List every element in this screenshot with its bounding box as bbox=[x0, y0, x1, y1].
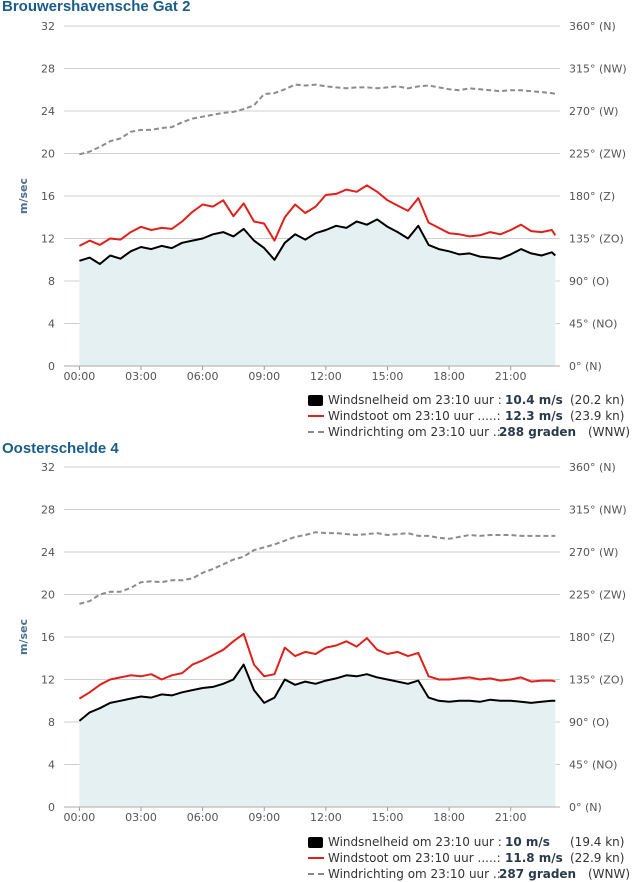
y2-tick-label: 0° (N) bbox=[569, 360, 602, 373]
legend-alt: (19.4 kn) bbox=[570, 835, 625, 849]
speed-line bbox=[78, 663, 556, 722]
y2-tick-label: 315° (NW) bbox=[569, 504, 627, 517]
legend-value: 12.3 m/s bbox=[505, 409, 563, 423]
y2-tick-label: 135° (ZO) bbox=[569, 233, 624, 246]
y-tick-label: 12 bbox=[41, 233, 55, 246]
x-tick-label: 15:00 bbox=[372, 370, 404, 383]
y2-tick-label: 45° (NO) bbox=[569, 759, 617, 772]
x-tick-label: 06:00 bbox=[187, 370, 219, 383]
speed-line bbox=[79, 218, 556, 265]
y2-tick-label: 315° (NW) bbox=[569, 63, 627, 76]
station-panel-2: Oosterschelde 4 0 4 8 12 16 20 24 28 32 0° (N) 45°… bbox=[0, 440, 635, 882]
y-tick-label: 0 bbox=[48, 360, 55, 373]
chart-legend: Windsnelheid om 23:10 uur : 10 m/s (19.4… bbox=[308, 834, 635, 882]
x-tick-label: 15:00 bbox=[372, 811, 404, 824]
y-tick-label: 24 bbox=[41, 546, 55, 559]
legend-label: Windrichting om 23:10 uur .: bbox=[328, 867, 501, 881]
y-tick-label: 20 bbox=[41, 148, 55, 161]
y2-tick-label: 180° (Z) bbox=[569, 190, 615, 203]
y-tick-label: 32 bbox=[41, 461, 55, 474]
y2-tick-label: 90° (O) bbox=[569, 275, 609, 288]
x-tick-label: 09:00 bbox=[248, 811, 280, 824]
chart-legend: Windsnelheid om 23:10 uur : 10.4 m/s (20… bbox=[308, 392, 635, 440]
x-tick-label: 12:00 bbox=[310, 370, 342, 383]
y2-tick-label: 360° (N) bbox=[569, 461, 616, 474]
legend-alt: (WNW) bbox=[588, 425, 631, 439]
speed-area bbox=[79, 219, 556, 366]
speed-swatch-icon bbox=[308, 837, 323, 848]
direction-swatch-icon bbox=[308, 431, 324, 433]
x-tick-label: 03:00 bbox=[125, 370, 157, 383]
direction-line bbox=[79, 83, 556, 156]
x-tick-label: 00:00 bbox=[64, 811, 96, 824]
y2-tick-label: 360° (N) bbox=[569, 20, 616, 33]
legend-value: 10.4 m/s bbox=[505, 393, 563, 407]
y2-tick-label: 270° (W) bbox=[569, 105, 618, 118]
y-axis-title: m/sec bbox=[17, 178, 30, 214]
legend-alt: (23.9 kn) bbox=[570, 409, 625, 423]
x-tick-label: 00:00 bbox=[64, 370, 96, 383]
legend-value: 10 m/s bbox=[505, 835, 550, 849]
y-tick-label: 4 bbox=[48, 759, 55, 772]
y-tick-label: 8 bbox=[48, 716, 55, 729]
y-tick-label: 12 bbox=[41, 674, 55, 687]
legend-label: Windsnelheid om 23:10 uur : bbox=[328, 393, 502, 407]
x-tick-label: 18:00 bbox=[433, 370, 465, 383]
legend-label: Windsnelheid om 23:10 uur : bbox=[328, 835, 502, 849]
x-tick-label: 21:00 bbox=[495, 370, 527, 383]
station-title: Oosterschelde 4 bbox=[2, 440, 119, 457]
y-axis-title: m/sec bbox=[17, 619, 30, 655]
y2-tick-label: 90° (O) bbox=[569, 716, 609, 729]
speed-swatch-icon bbox=[308, 395, 323, 406]
legend-value: 11.8 m/s bbox=[505, 851, 563, 865]
y-tick-label: 28 bbox=[41, 63, 55, 76]
y2-tick-label: 0° (N) bbox=[569, 801, 602, 814]
gust-swatch-icon bbox=[308, 415, 324, 417]
station-title: Brouwershavensche Gat 2 bbox=[2, 0, 191, 15]
x-tick-label: 21:00 bbox=[495, 811, 527, 824]
y-tick-label: 16 bbox=[41, 631, 55, 644]
wind-chart-1: 0 4 8 12 16 20 24 28 32 0° (N) 45° (NO) 90° (O) 135°… bbox=[17, 20, 627, 383]
gust-line bbox=[78, 184, 557, 247]
y-tick-label: 8 bbox=[48, 275, 55, 288]
gust-swatch-icon bbox=[308, 857, 324, 859]
x-tick-label: 09:00 bbox=[248, 370, 280, 383]
x-tick-label: 12:00 bbox=[310, 811, 342, 824]
direction-line bbox=[79, 531, 556, 605]
x-tick-label: 06:00 bbox=[187, 811, 219, 824]
legend-label: Windstoot om 23:10 uur .....: bbox=[328, 851, 501, 865]
station-panel-1: Brouwershavensche Gat 2 0 4 8 12 16 20 24 28 32 0… bbox=[2, 0, 635, 440]
legend-alt: (WNW) bbox=[588, 867, 631, 881]
y2-tick-label: 45° (NO) bbox=[569, 318, 617, 331]
y2-tick-label: 225° (ZW) bbox=[569, 589, 626, 602]
legend-value: 288 graden bbox=[499, 425, 577, 439]
y-tick-label: 24 bbox=[41, 105, 55, 118]
y-tick-label: 20 bbox=[41, 589, 55, 602]
legend-value: 287 graden bbox=[499, 867, 577, 881]
wind-chart-2: 0 4 8 12 16 20 24 28 32 0° (N) 45° (NO) 90° (O) 135°… bbox=[17, 461, 627, 824]
direction-swatch-icon bbox=[308, 873, 324, 875]
y2-tick-label: 135° (ZO) bbox=[569, 674, 624, 687]
y-tick-label: 0 bbox=[48, 801, 55, 814]
x-tick-label: 18:00 bbox=[433, 811, 465, 824]
x-tick-label: 03:00 bbox=[125, 811, 157, 824]
legend-label: Windrichting om 23:10 uur .: bbox=[328, 425, 501, 439]
legend-alt: (22.9 kn) bbox=[570, 851, 625, 865]
speed-area bbox=[79, 664, 556, 807]
y-tick-label: 28 bbox=[41, 504, 55, 517]
y-tick-label: 16 bbox=[41, 190, 55, 203]
y2-tick-label: 180° (Z) bbox=[569, 631, 615, 644]
legend-label: Windstoot om 23:10 uur .....: bbox=[328, 409, 501, 423]
legend-alt: (20.2 kn) bbox=[570, 393, 625, 407]
y2-tick-label: 270° (W) bbox=[569, 546, 618, 559]
y-tick-label: 4 bbox=[48, 318, 55, 331]
y2-tick-label: 225° (ZW) bbox=[569, 148, 626, 161]
y-tick-label: 32 bbox=[41, 20, 55, 33]
gust-line bbox=[78, 632, 556, 700]
